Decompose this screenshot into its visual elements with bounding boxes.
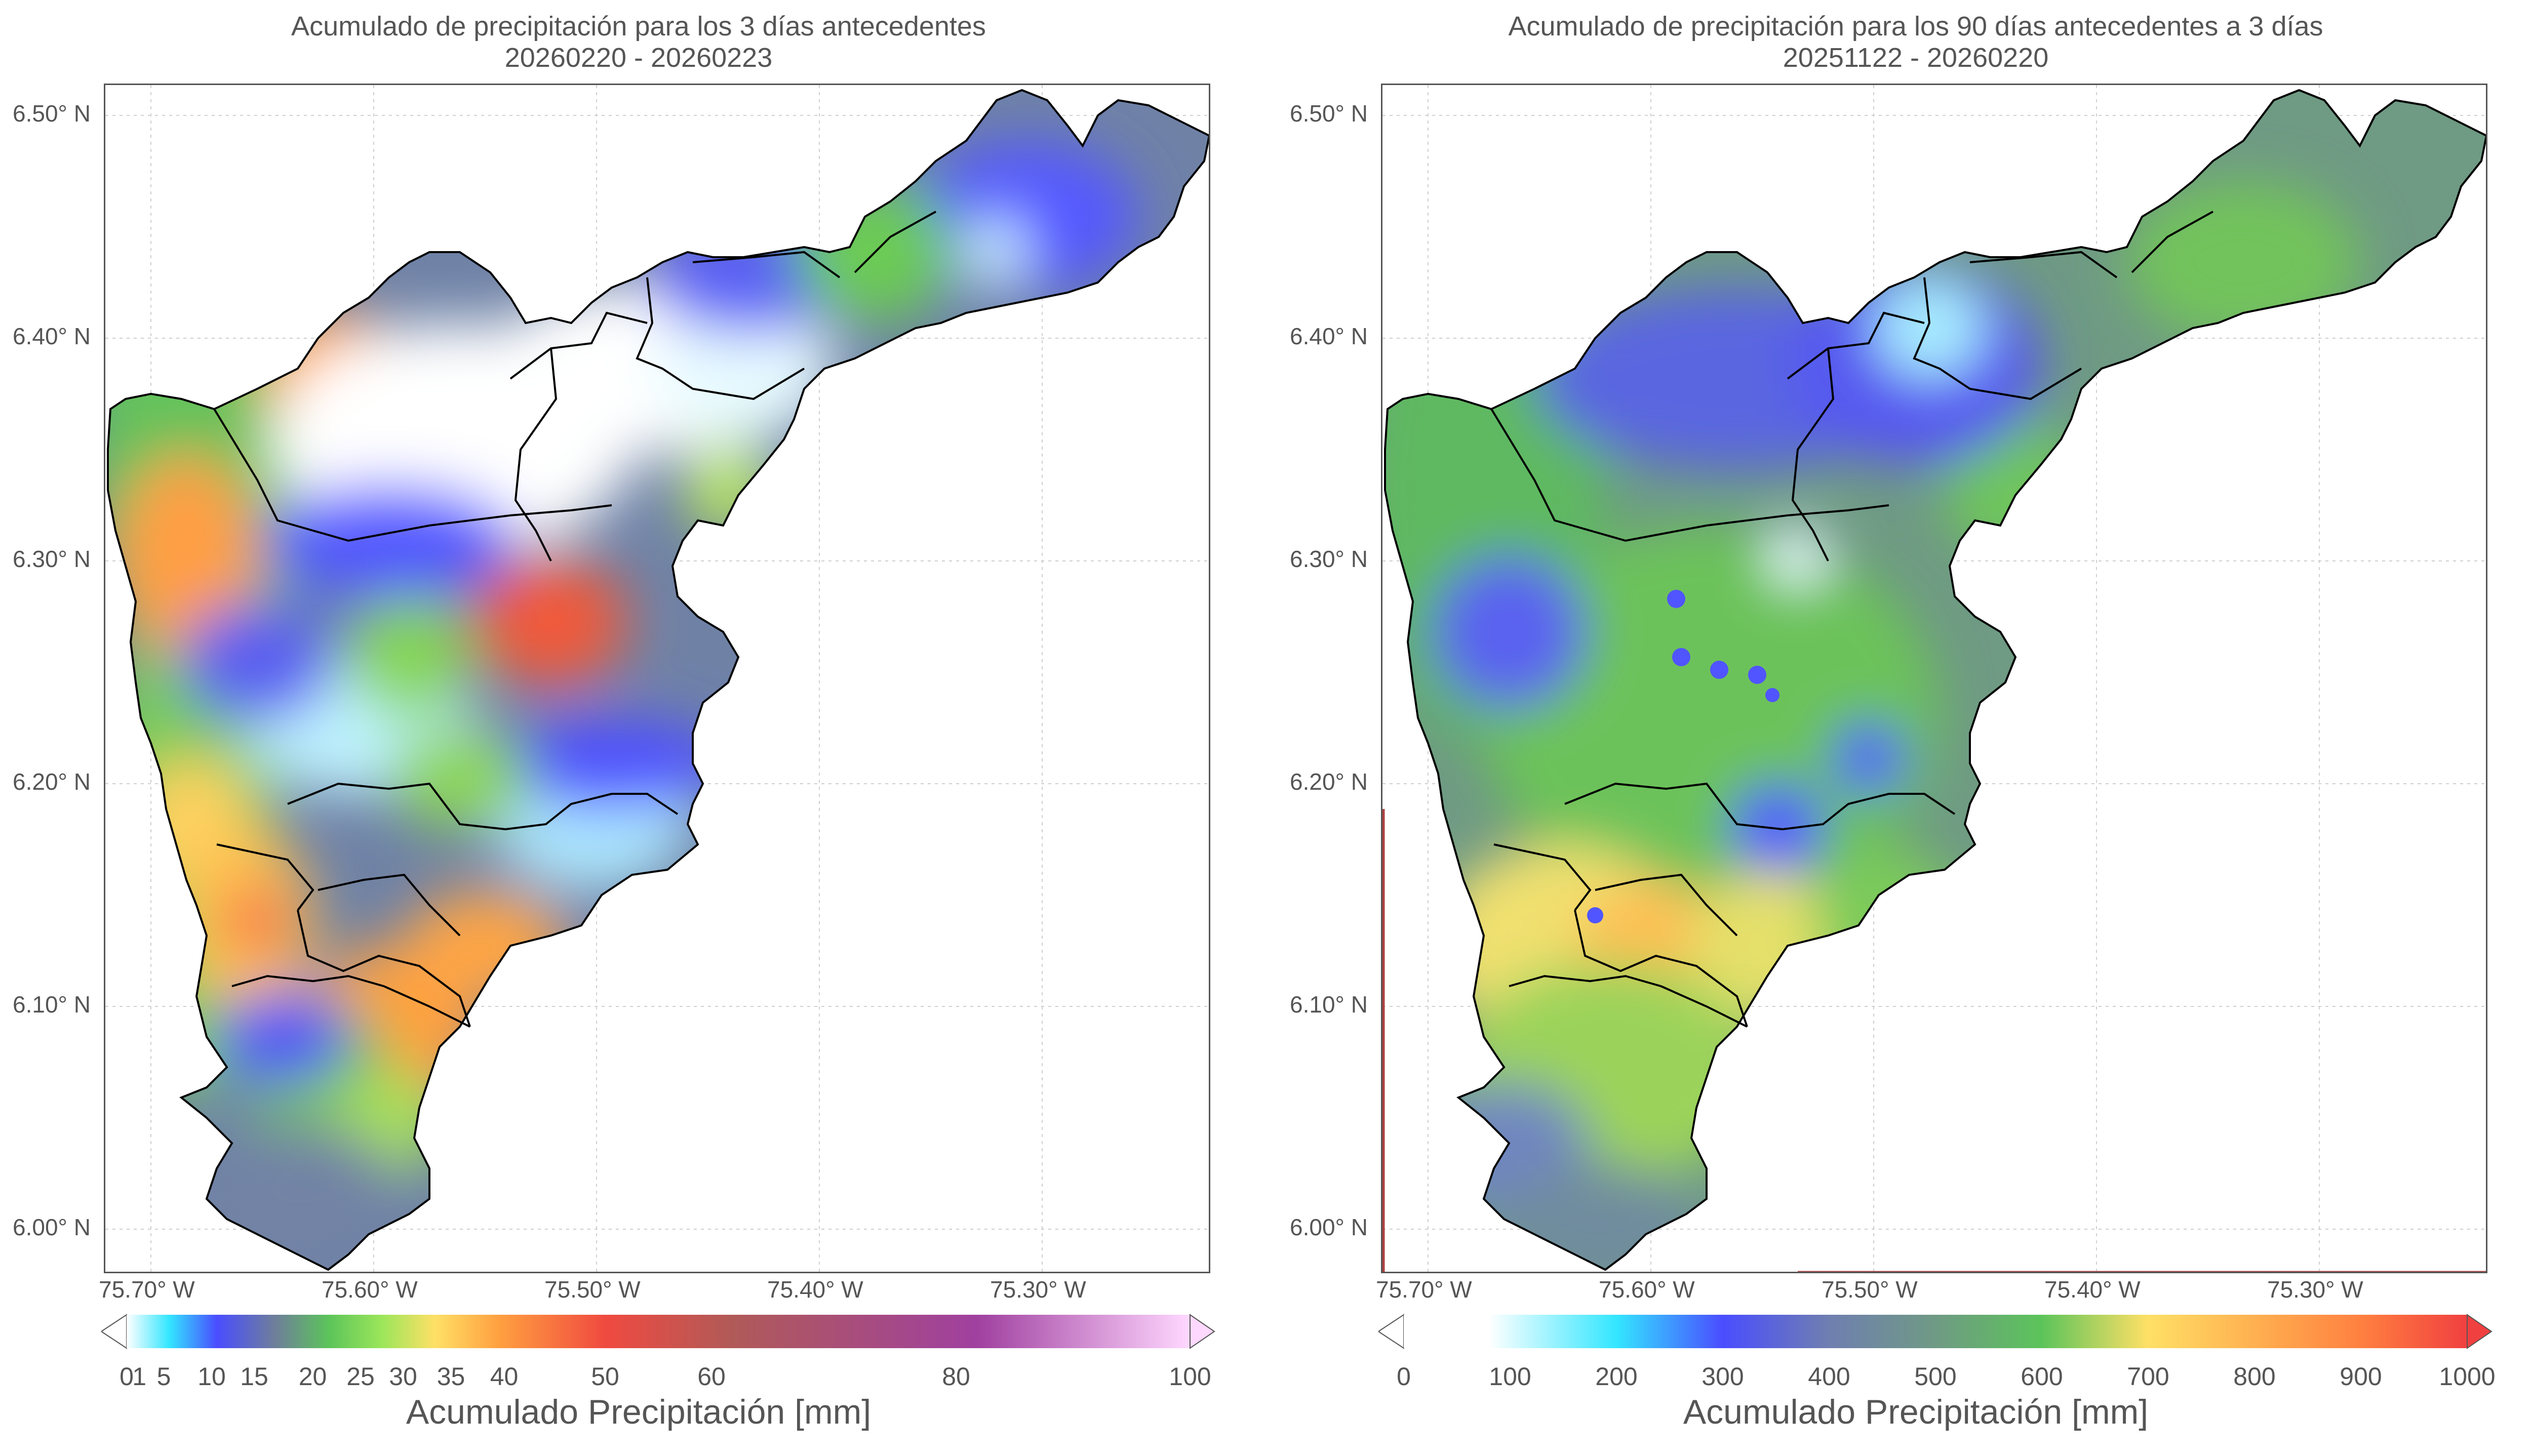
- colorbar-tick-label: 0: [1397, 1362, 1411, 1391]
- colorbar-tick-label: 300: [1702, 1362, 1744, 1391]
- longitude-label: 75.70° W: [99, 1276, 195, 1303]
- latitude-label: 6.50° N: [13, 100, 91, 127]
- colorbar-tick-label: 600: [2021, 1362, 2063, 1391]
- precipitation-map-3-day: [105, 85, 1209, 1272]
- blue-station-spots: [1587, 590, 1779, 923]
- map-title: Acumulado de precipitación para los 90 d…: [1508, 11, 2323, 42]
- precipitation-map-90-day: [1382, 85, 2486, 1272]
- longitude-label: 75.30° W: [990, 1276, 1086, 1303]
- colorbar-tick-label: 700: [2127, 1362, 2169, 1391]
- longitude-label: 75.40° W: [2044, 1276, 2141, 1303]
- longitude-label: 75.50° W: [544, 1276, 641, 1303]
- colorbar: [100, 1314, 1215, 1349]
- latitude-label: 6.20° N: [1290, 769, 1368, 795]
- colorbar-tick-label: 900: [2340, 1362, 2382, 1391]
- colorbar-tick-label: 20: [298, 1362, 327, 1391]
- latitude-label: 6.00° N: [13, 1214, 91, 1240]
- map-date-range: 20260220 - 20260223: [504, 43, 773, 73]
- precipitation-field: [1385, 90, 2486, 1270]
- map-title: Acumulado de precipitación para los 3 dí…: [291, 11, 986, 42]
- colorbar-tick-label: 10: [197, 1362, 226, 1391]
- colorbar-tick-label: 1: [132, 1362, 147, 1391]
- colorbar-tick-label: 0: [120, 1362, 134, 1391]
- longitude-label: 75.60° W: [322, 1276, 418, 1303]
- colorbar-tick-label: 60: [697, 1362, 726, 1391]
- longitude-label: 75.70° W: [1376, 1276, 1472, 1303]
- longitude-label: 75.40° W: [767, 1276, 863, 1303]
- colorbar-tick-label: 35: [437, 1362, 465, 1391]
- municipal-boundaries: [1384, 89, 2486, 1271]
- map-date-range: 20251122 - 20260220: [1783, 43, 2049, 73]
- longitude-label: 75.60° W: [1599, 1276, 1695, 1303]
- colorbar-label: Acumulado Precipitación [mm]: [406, 1393, 872, 1431]
- colorbar-tick-label: 30: [389, 1362, 417, 1391]
- precipitation-field: [108, 90, 1209, 1270]
- colorbar-tick-label: 1000: [2439, 1362, 2496, 1391]
- colorbar-ticks: 0 1 5 10 15 20 25 30 35 40 50 60 80 100: [0, 1362, 1277, 1392]
- latitude-label: 6.10° N: [13, 991, 91, 1018]
- map-frame: [1381, 84, 2487, 1273]
- colorbar-tick-label: 50: [591, 1362, 619, 1391]
- colorbar-tick-label: 5: [156, 1362, 171, 1391]
- colorbar-label: Acumulado Precipitación [mm]: [1683, 1393, 2149, 1431]
- colorbar-tick-label: 200: [1595, 1362, 1638, 1391]
- longitude-label: 75.30° W: [2267, 1276, 2363, 1303]
- colorbar-tick-label: 500: [1914, 1362, 1957, 1391]
- colorbar-ticks: 0 100 200 300 400 500 600 700 800 900 1000: [1277, 1362, 2532, 1392]
- panel-90-day: Acumulado de precipitación para los 90 d…: [1277, 0, 2532, 1456]
- municipal-boundaries: [107, 89, 1209, 1271]
- colorbar-tick-label: 100: [1489, 1362, 1531, 1391]
- panel-3-day: Acumulado de precipitación para los 3 dí…: [0, 11, 1277, 1431]
- colorbar-tick-label: 80: [942, 1362, 970, 1391]
- colorbar: [1377, 1314, 2493, 1349]
- latitude-label: 6.30° N: [13, 546, 91, 572]
- colorbar-tick-label: 400: [1808, 1362, 1850, 1391]
- colorbar-tick-label: 800: [2233, 1362, 2276, 1391]
- latitude-label: 6.10° N: [1290, 991, 1368, 1018]
- colorbar-tick-label: 40: [490, 1362, 519, 1391]
- colorbar-tick-label: 15: [240, 1362, 268, 1391]
- longitude-label: 75.50° W: [1822, 1276, 1918, 1303]
- colorbar-tick-label: 25: [346, 1362, 375, 1391]
- latitude-label: 6.20° N: [13, 769, 91, 795]
- latitude-label: 6.30° N: [1290, 546, 1368, 572]
- latitude-label: 6.40° N: [13, 323, 91, 349]
- map-frame: [104, 84, 1210, 1273]
- latitude-label: 6.00° N: [1290, 1214, 1368, 1240]
- latitude-label: 6.50° N: [1290, 100, 1368, 127]
- colorbar-tick-label: 100: [1169, 1362, 1211, 1391]
- latitude-label: 6.40° N: [1290, 323, 1368, 349]
